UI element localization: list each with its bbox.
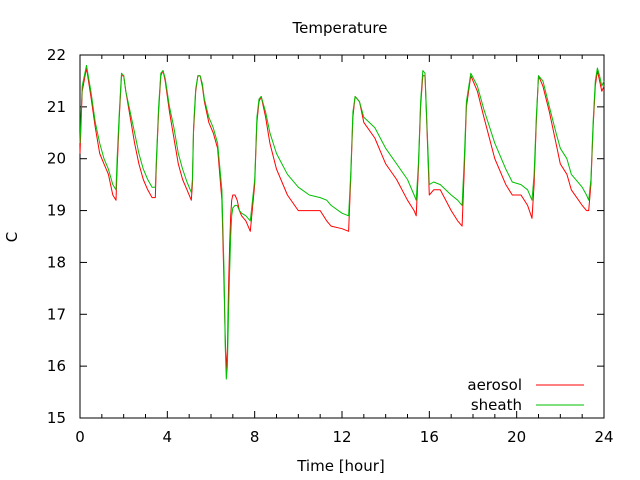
legend-label-sheath: sheath: [471, 396, 522, 414]
y-tick-label: 15: [47, 409, 66, 427]
legend: aerosol sheath: [467, 376, 584, 414]
series-line-sheath: [79, 64, 605, 380]
x-tick-label: 12: [332, 428, 351, 446]
x-axis-label: Time [hour]: [296, 457, 385, 475]
y-tick-label: 17: [47, 305, 66, 323]
x-tick-label: 4: [163, 428, 173, 446]
y-tick-label: 21: [47, 98, 66, 116]
series-line-aerosol: [79, 67, 605, 372]
y-tick-label: 18: [47, 253, 66, 271]
y-tick-label: 22: [47, 46, 66, 64]
y-axis-label: C: [3, 232, 21, 242]
series-layer: [79, 64, 605, 380]
legend-label-aerosol: aerosol: [467, 376, 522, 394]
x-tick-label: 16: [420, 428, 439, 446]
y-tick-label: 20: [47, 150, 66, 168]
y-tick-label: 16: [47, 357, 66, 375]
x-tick-label: 20: [507, 428, 526, 446]
chart-title: Temperature: [291, 19, 387, 37]
x-tick-label: 0: [75, 428, 85, 446]
x-tick-label: 8: [250, 428, 260, 446]
x-tick-label: 24: [594, 428, 613, 446]
axis-ticks: 0 4 8 12 16 20 24 15 16 17 18 19 20 21 22: [47, 46, 614, 446]
y-tick-label: 19: [47, 202, 66, 220]
